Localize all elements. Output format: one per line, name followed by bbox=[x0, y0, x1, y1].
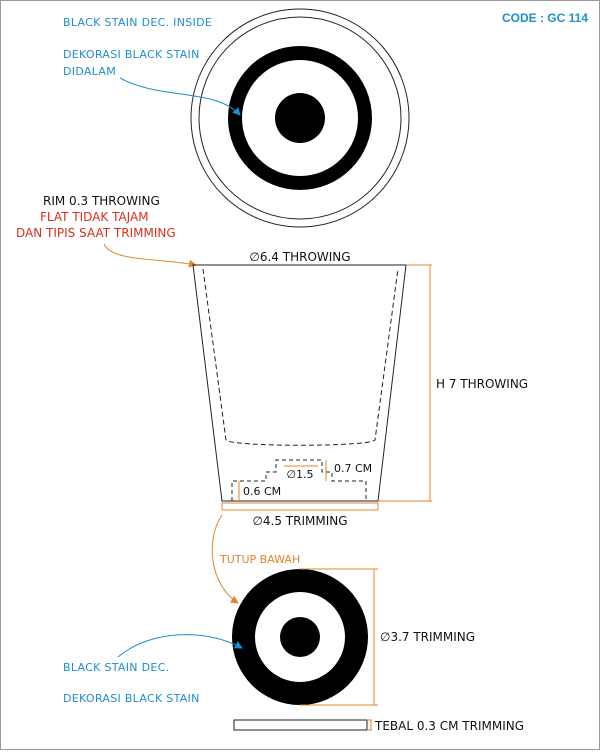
thickness-plate bbox=[233, 719, 368, 731]
cup-foot-profile bbox=[231, 459, 367, 501]
height-label: H 7 THROWING bbox=[436, 377, 528, 391]
bottom-diameter-bar bbox=[221, 502, 379, 511]
bottom-view bbox=[232, 568, 378, 706]
rim-note-line1: RIM 0.3 THROWING bbox=[43, 194, 160, 208]
code-label: CODE : GC 114 bbox=[502, 11, 588, 25]
top-view bbox=[190, 8, 410, 228]
rim-note-leader bbox=[103, 243, 197, 268]
top-rim-circle bbox=[198, 16, 402, 220]
side-view bbox=[192, 264, 432, 511]
foot-height-label: 0.6 CM bbox=[243, 485, 281, 498]
thickness-label: TEBAL 0.3 CM TRIMMING bbox=[374, 719, 524, 733]
stain-center-dot bbox=[275, 93, 325, 143]
bottom-diameter-trim-label: ∅3.7 TRIMMING bbox=[380, 630, 475, 644]
bottom-view-title: TUTUP BAWAH bbox=[219, 553, 300, 566]
bottom-label-leader bbox=[117, 634, 243, 658]
foot-inner-diameter-label: ∅1.5 bbox=[286, 468, 313, 481]
top-diameter-label: ∅6.4 THROWING bbox=[249, 250, 350, 264]
top-label-en: BLACK STAIN DEC. INSIDE bbox=[63, 16, 212, 29]
top-outer-circle bbox=[190, 8, 410, 228]
cup-inner-wall bbox=[202, 268, 399, 446]
top-label-id-line2: DIDALAM bbox=[63, 65, 116, 78]
bottom-label-en: BLACK STAIN DEC. bbox=[63, 661, 169, 674]
bottom-view-leader bbox=[211, 514, 239, 604]
top-label-id-line1: DEKORASI BLACK STAIN bbox=[63, 48, 200, 61]
bottom-label-id: DEKORASI BLACK STAIN bbox=[63, 692, 200, 705]
bottom-diameter-label: ∅4.5 TRIMMING bbox=[252, 514, 347, 528]
rim-note-line2: FLAT TIDAK TAJAM bbox=[40, 210, 149, 224]
bottom-stain-dot bbox=[280, 617, 320, 657]
top-label-leader bbox=[119, 77, 241, 116]
rim-note-line3: DAN TIPIS SAAT TRIMMING bbox=[16, 226, 176, 240]
foot-step-height-label: 0.7 CM bbox=[334, 462, 372, 475]
